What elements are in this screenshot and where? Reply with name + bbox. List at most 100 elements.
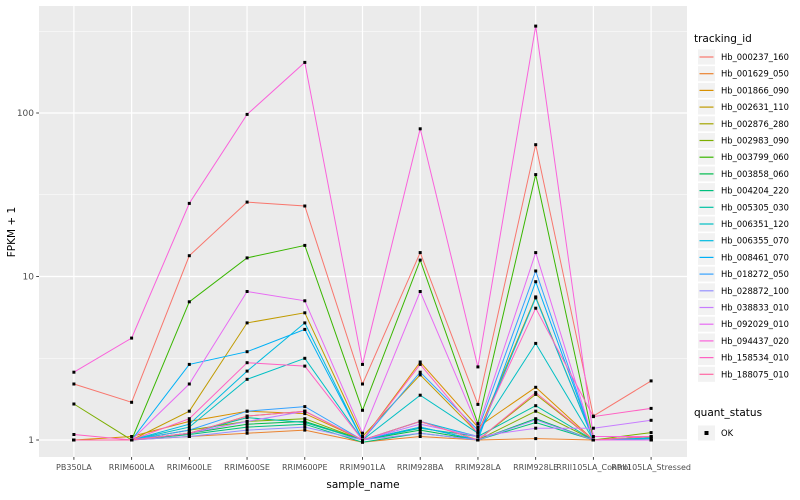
data-point	[245, 377, 249, 381]
legend-tracking-id: tracking_id Hb_000237_160 Hb_001629_050 Hb_…	[694, 33, 789, 382]
x-tick-label: RRIM600LA	[109, 463, 155, 472]
data-point	[649, 438, 653, 442]
data-point	[534, 404, 538, 408]
data-point	[476, 402, 480, 406]
data-point	[476, 438, 480, 442]
data-point	[591, 438, 595, 442]
x-axis-title: sample_name	[326, 479, 399, 491]
data-point	[303, 422, 307, 426]
data-point	[245, 431, 249, 435]
legend-item-label: Hb_001629_050	[721, 69, 789, 79]
data-point	[303, 311, 307, 315]
data-point	[534, 426, 538, 430]
data-point	[418, 431, 422, 435]
data-point	[72, 438, 76, 442]
data-point	[418, 373, 422, 377]
data-point	[245, 112, 249, 116]
data-point	[534, 24, 538, 28]
y-axis-title: FPKM + 1	[6, 207, 18, 257]
data-point	[476, 425, 480, 429]
data-point	[187, 435, 191, 438]
data-point	[534, 391, 538, 395]
data-point	[534, 437, 538, 441]
data-point	[476, 428, 480, 432]
data-point	[418, 393, 422, 397]
data-point	[187, 201, 191, 205]
data-point	[130, 336, 134, 340]
data-point	[534, 341, 538, 345]
data-point	[187, 254, 191, 258]
data-point	[418, 435, 422, 438]
data-point	[72, 402, 76, 406]
data-point	[187, 431, 191, 435]
data-point	[187, 425, 191, 429]
data-point	[245, 200, 249, 204]
data-point	[245, 422, 249, 426]
data-point	[303, 327, 307, 331]
data-point	[245, 414, 249, 418]
data-point	[187, 417, 191, 421]
data-point	[591, 435, 595, 438]
legend-quant-status: quant_status OK	[694, 407, 762, 441]
data-point	[649, 379, 653, 383]
x-tick-label: RRII105LA_Control	[556, 463, 630, 472]
y-tick-label: 1	[28, 436, 34, 446]
data-point	[534, 280, 538, 284]
legend-item-label: Hb_003858_060	[721, 169, 789, 179]
legend-item-label: Hb_094437_020	[721, 336, 789, 346]
data-point	[591, 426, 595, 430]
data-point	[649, 406, 653, 410]
data-point	[534, 251, 538, 255]
data-point	[418, 362, 422, 366]
legend-item-label: Hb_003799_060	[721, 152, 789, 162]
legend-item-label: Hb_000237_160	[721, 52, 789, 62]
data-point	[476, 422, 480, 426]
data-point	[534, 143, 538, 147]
data-point	[418, 258, 422, 262]
data-point	[303, 405, 307, 409]
data-point	[476, 431, 480, 435]
legend-item-label: Hb_092029_010	[721, 319, 789, 329]
data-point	[187, 409, 191, 413]
data-point	[130, 400, 134, 404]
data-point	[245, 409, 249, 413]
data-point	[361, 382, 364, 386]
x-tick-label: RRIM600LE	[167, 463, 212, 472]
legend-item-label: Hb_005305_030	[721, 202, 789, 212]
data-point	[361, 408, 364, 412]
data-point	[187, 382, 191, 386]
data-point	[418, 290, 422, 293]
x-tick-label: RRIM600PE	[282, 463, 328, 472]
data-point	[534, 421, 538, 424]
data-point	[303, 412, 307, 416]
data-point	[303, 243, 307, 247]
gridlines	[39, 6, 687, 457]
data-point	[72, 382, 76, 386]
data-point	[245, 256, 249, 260]
data-point	[418, 370, 422, 374]
data-point	[245, 350, 249, 354]
data-point	[361, 438, 364, 442]
data-point	[187, 422, 191, 426]
data-point	[303, 204, 307, 208]
data-point	[303, 299, 307, 303]
x-tick-label: RRIM928BA	[397, 463, 444, 472]
data-point	[245, 369, 249, 373]
data-point	[361, 431, 364, 435]
legend2-title: quant_status	[694, 407, 762, 419]
data-point	[303, 417, 307, 421]
data-point	[303, 425, 307, 429]
x-tick-label: RRIM928LA	[455, 463, 501, 472]
data-point	[418, 251, 422, 255]
legend-item-label: Hb_006355_070	[721, 236, 789, 246]
legend-item-label: Hb_018272_050	[721, 269, 789, 279]
data-point	[245, 425, 249, 429]
axes: 100 10 1 PB350LA RRIM600LA RRIM600LE RRIM600SE…	[6, 109, 691, 491]
data-point	[649, 435, 653, 438]
legend-item-label: Hb_001866_090	[721, 85, 789, 95]
data-point	[534, 385, 538, 389]
data-point	[72, 433, 76, 436]
x-tick-label: PB350LA	[56, 463, 92, 472]
x-tick-label: RRII105LA_Stressed	[611, 463, 691, 472]
